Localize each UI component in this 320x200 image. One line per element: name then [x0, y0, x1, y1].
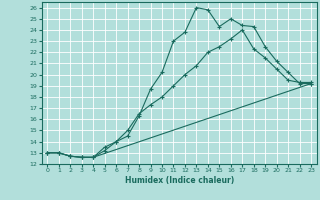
- X-axis label: Humidex (Indice chaleur): Humidex (Indice chaleur): [124, 176, 234, 185]
